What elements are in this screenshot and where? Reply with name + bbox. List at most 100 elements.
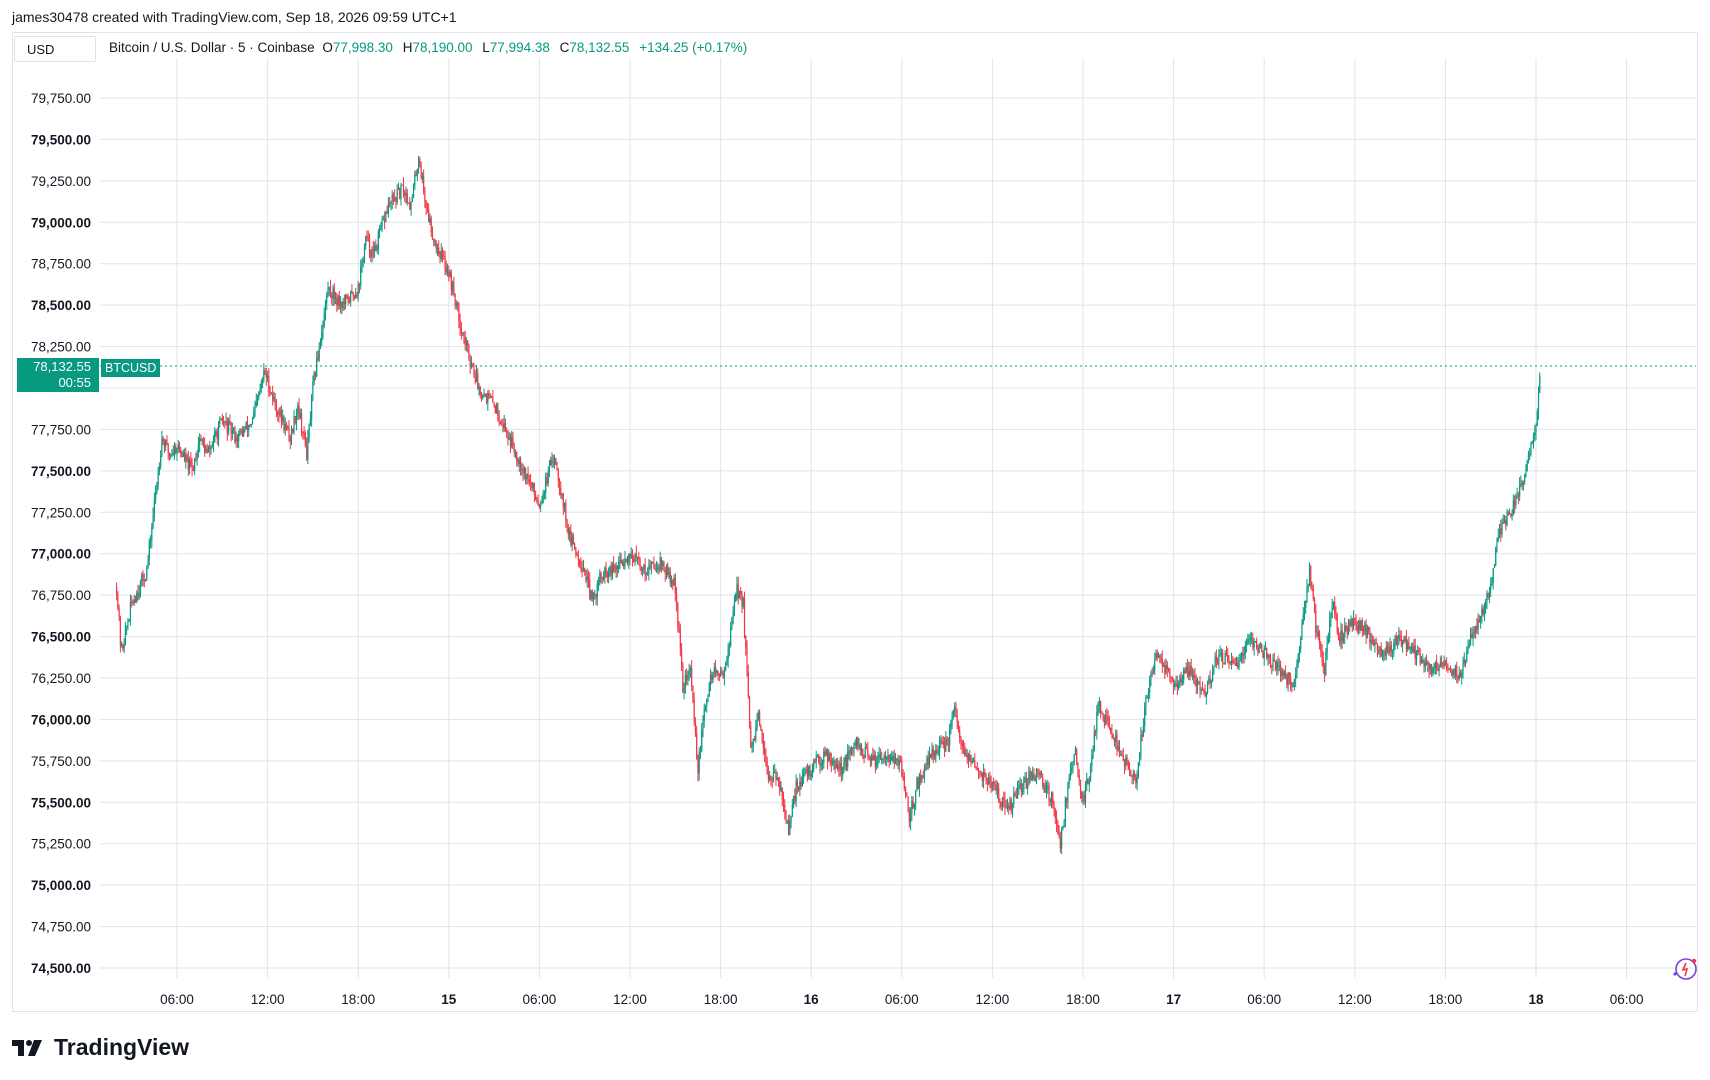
candle-body — [342, 301, 344, 309]
candle-body — [1475, 625, 1477, 633]
candle-body — [394, 197, 396, 202]
candle-body — [800, 781, 802, 787]
candle-body — [516, 452, 518, 462]
candle-body — [538, 505, 540, 507]
candle-body — [1074, 749, 1077, 756]
candle-body — [1076, 749, 1078, 765]
candle-body — [264, 370, 266, 375]
candle-body — [268, 376, 270, 393]
candle-body — [1485, 602, 1487, 610]
candle-body — [1130, 770, 1132, 776]
candle-body — [1449, 668, 1452, 673]
candle-body — [205, 449, 207, 453]
candle-body — [1454, 665, 1457, 675]
candle-body — [565, 503, 567, 521]
candle-body — [1524, 474, 1526, 483]
candle-body — [747, 672, 749, 697]
candle-body — [779, 781, 781, 791]
candle-body — [916, 778, 918, 791]
candle-body — [804, 769, 806, 775]
candle-body — [1477, 619, 1479, 630]
candle-body — [345, 295, 347, 305]
candle-body — [1336, 614, 1338, 633]
candle-body — [823, 751, 825, 763]
candle-body — [1508, 513, 1511, 515]
candle-body — [1052, 792, 1054, 804]
candle-body — [490, 396, 493, 398]
candle-body — [363, 245, 366, 261]
x-tick-label: 16 — [804, 992, 820, 1007]
candle-body — [795, 780, 797, 802]
candle-body — [1399, 635, 1401, 639]
candle-body — [1521, 483, 1523, 486]
candle-body — [1320, 643, 1322, 652]
candle-body — [479, 386, 481, 395]
candle-body — [1175, 683, 1177, 685]
candle-body — [1196, 682, 1199, 687]
candle-body — [526, 473, 528, 479]
candle-body — [1423, 660, 1425, 667]
candle-body — [1292, 682, 1294, 687]
currency-selector[interactable]: USD — [14, 36, 96, 62]
candle-body — [188, 459, 191, 470]
candle-body — [136, 593, 138, 602]
candle-body — [803, 774, 805, 777]
candle-body — [1137, 762, 1139, 778]
candle-body — [536, 499, 538, 502]
candle-body — [1355, 619, 1357, 627]
candle-body — [810, 774, 812, 777]
candle-body — [464, 336, 466, 346]
candle-body — [1269, 658, 1272, 666]
candle-body — [917, 778, 919, 789]
candle-body — [967, 758, 970, 761]
candle-body — [488, 393, 490, 397]
candle-body — [1417, 649, 1419, 652]
candle-body — [1239, 659, 1241, 662]
candle-body — [1293, 679, 1295, 683]
candle-body — [1467, 646, 1469, 652]
candle-body — [1266, 647, 1268, 658]
candle-body — [407, 202, 410, 204]
candle-body — [326, 295, 328, 304]
candle-body — [1466, 651, 1468, 661]
candle-body — [1315, 610, 1317, 633]
candle-body — [299, 413, 301, 418]
candle-body — [518, 459, 520, 465]
candle-body — [440, 250, 442, 260]
candle-body — [1214, 656, 1216, 667]
candle-body — [879, 754, 882, 760]
candle-body — [411, 196, 413, 202]
candle-body — [1337, 632, 1340, 638]
candle-body — [1054, 809, 1056, 819]
candle-body — [1532, 435, 1535, 441]
candle-body — [180, 450, 182, 454]
candle-body — [575, 549, 577, 555]
candle-body — [847, 751, 849, 768]
candle-body — [1227, 655, 1229, 662]
candle-body — [1210, 680, 1212, 684]
candle-body — [295, 413, 298, 423]
candle-body — [1536, 411, 1538, 426]
candle-body — [615, 565, 617, 571]
candle-body — [579, 560, 581, 565]
sparkle-icon[interactable] — [1670, 956, 1698, 982]
candle-body — [1457, 676, 1459, 680]
candle-body — [399, 187, 401, 200]
candle-body — [652, 562, 654, 564]
candle-body — [692, 685, 694, 701]
candle-body — [993, 781, 995, 785]
candle-body — [386, 211, 388, 214]
candle-body — [1092, 751, 1094, 756]
candle-body — [389, 202, 391, 204]
candle-body — [381, 219, 383, 227]
candle-body — [190, 459, 192, 467]
candle-body — [971, 760, 973, 763]
candle-body — [781, 787, 783, 800]
candle-body — [748, 696, 751, 727]
x-tick-label: 12:00 — [976, 992, 1010, 1007]
candle-body — [820, 763, 822, 767]
candle-body — [659, 557, 661, 570]
candle-body — [253, 412, 255, 419]
candle-body — [938, 743, 941, 753]
